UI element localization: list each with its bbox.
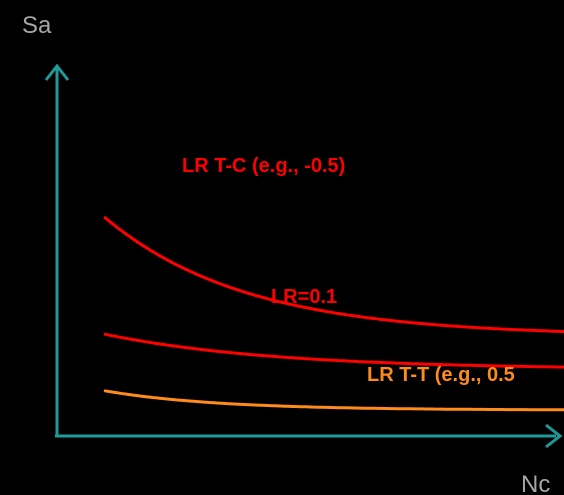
series-line-lr-01	[103, 332, 564, 369]
x-axis-title: Nc	[521, 471, 550, 495]
series-label-lr-tc: LR T-C (e.g., -0.5)	[182, 155, 345, 177]
y-axis-title: Sa	[22, 12, 52, 39]
series-label-lr-tt: LR T-T (e.g., 0.5	[367, 364, 515, 386]
series-line-lr-tt	[103, 389, 564, 412]
x-axis-arrow	[545, 423, 563, 449]
series-label-lr-01: LR=0.1	[271, 286, 337, 308]
series-layer	[103, 216, 564, 412]
y-axis-arrow	[44, 63, 70, 81]
label-layer: LR T-C (e.g., -0.5) LR=0.1 LR T-T (e.g., 0…	[182, 155, 515, 386]
series-line-lr-tc	[103, 216, 564, 333]
